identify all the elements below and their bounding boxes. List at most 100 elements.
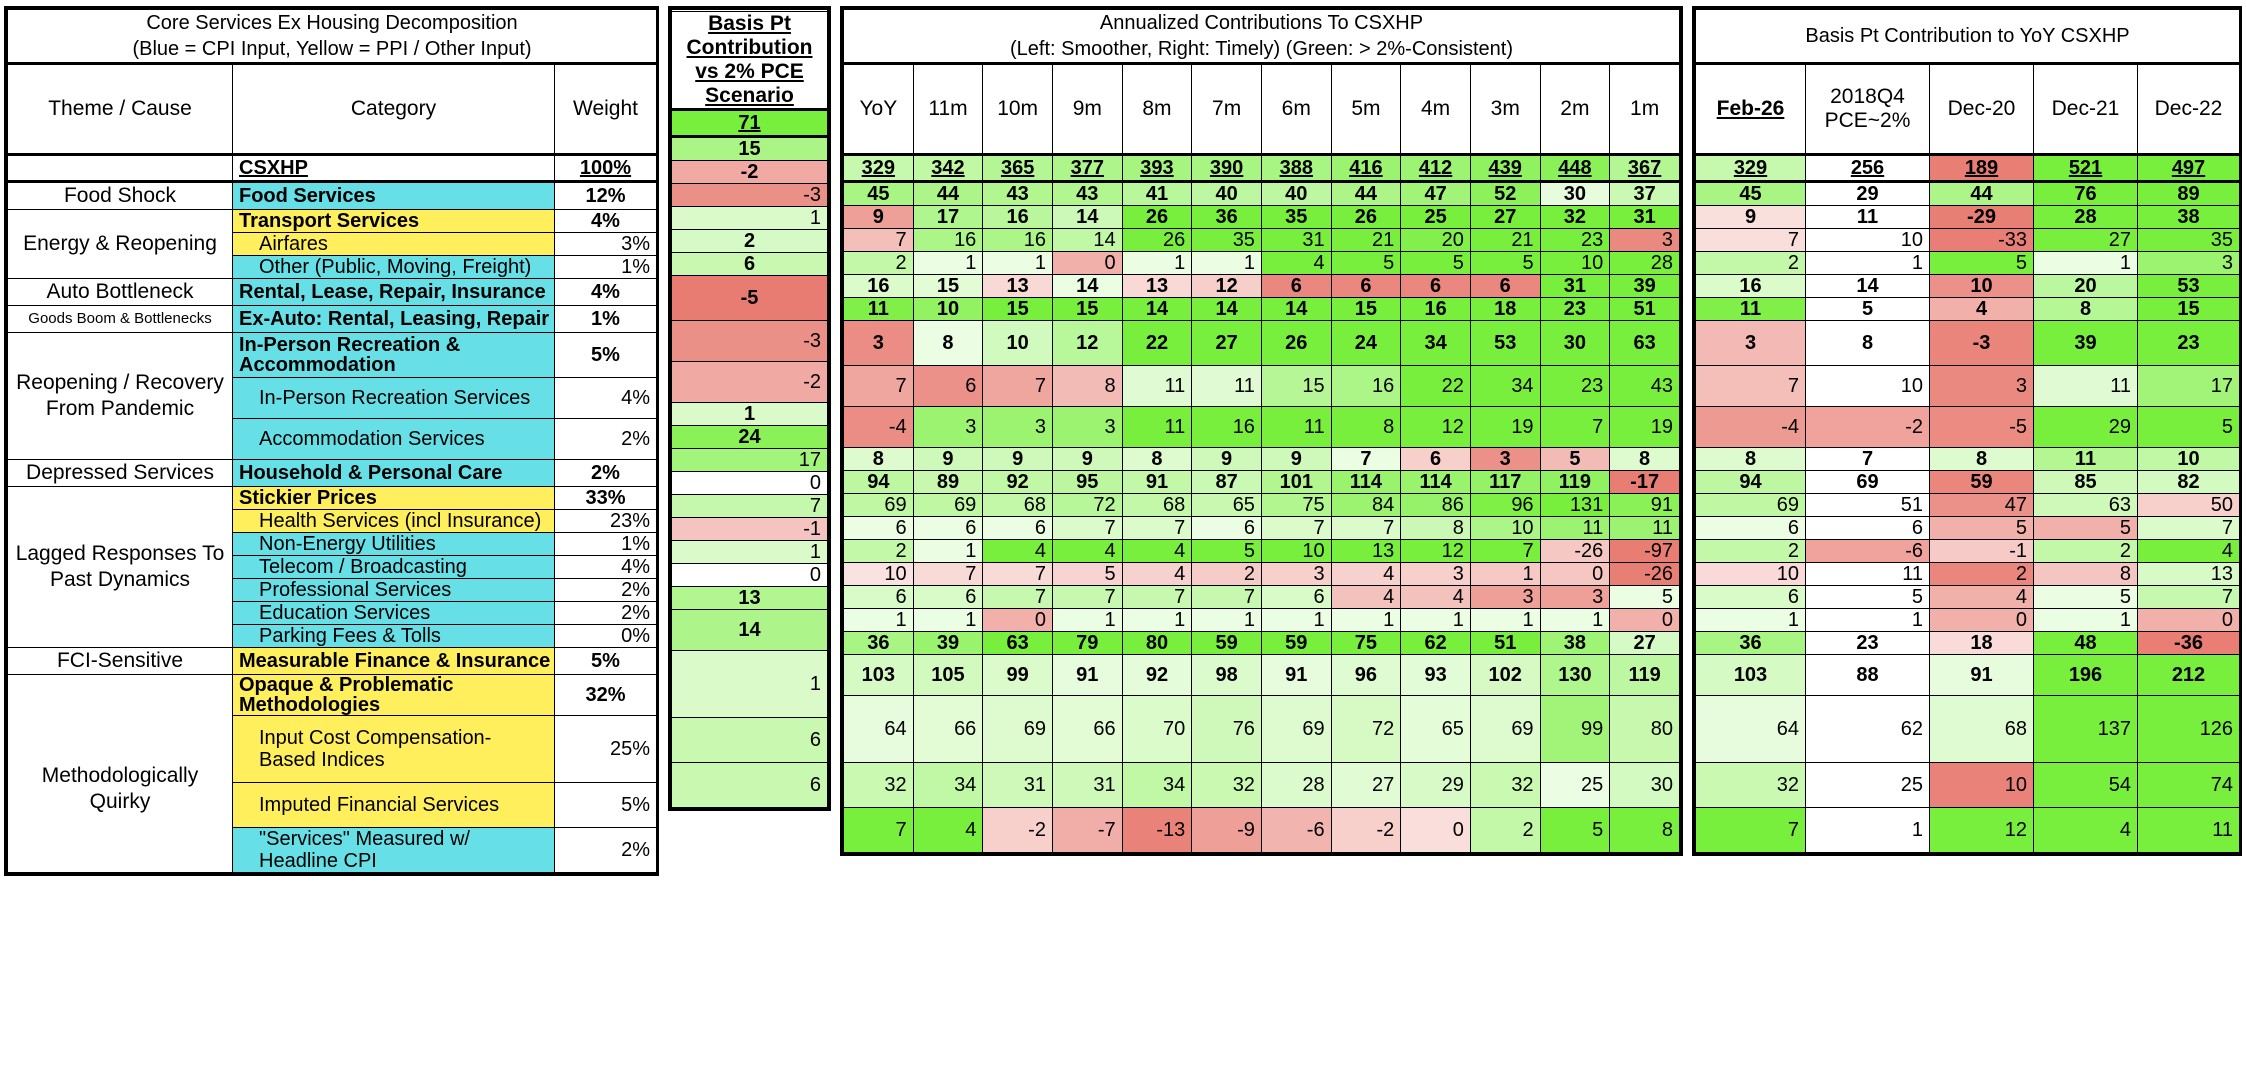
annualized-value-cell: 14 — [1051, 205, 1123, 229]
annualized-value-cell: 69 — [843, 493, 914, 517]
bp-cell: 7 — [671, 494, 828, 518]
annualized-value-cell: 41 — [1121, 181, 1193, 206]
table-row: 329 256 189 521 497 — [1695, 154, 2240, 183]
yoy-contribution-panel: Basis Pt Contribution to YoY CSXHP Feb-2… — [1692, 6, 2242, 856]
annualized-value-cell: 64 — [843, 695, 914, 763]
table-row: 1 — [671, 540, 828, 564]
yoy-value-cell: -1 — [1929, 539, 2034, 563]
weight-column-header: Weight — [554, 63, 657, 156]
annualized-value-cell: 7 — [1330, 516, 1402, 540]
annualized-value-cell: 7 — [1260, 516, 1332, 540]
yoy-value-cell: 0 — [2137, 608, 2240, 632]
annualized-value-cell: 79 — [1051, 631, 1123, 655]
annualized-value-cell: 329 — [843, 154, 914, 183]
annualized-value-cell: 15 — [982, 297, 1053, 321]
annualized-value-cell: 5 — [1539, 447, 1611, 471]
annualized-value-cell: 365 — [982, 154, 1053, 183]
annualized-value-cell: 8 — [1609, 447, 1680, 471]
theme-cell: Energy & Reopening — [7, 209, 233, 279]
weight-cell: 32% — [554, 674, 657, 716]
bp-cell: 71 — [671, 109, 828, 138]
annualized-value-cell: 3 — [843, 320, 914, 366]
yoy-value-cell: 1 — [2033, 251, 2138, 275]
table-row: -5 — [671, 275, 828, 321]
table-row: In-Person Recreation Services 4% — [8, 377, 657, 419]
annualized-value-cell: 51 — [1469, 631, 1541, 655]
annualized-value-cell: 1 — [1260, 608, 1332, 632]
table-row: Goods Boom & Bottlenecks Ex-Auto: Rental,… — [7, 305, 657, 333]
annualized-value-cell: 1 — [1400, 608, 1471, 632]
table-row: Imputed Financial Services 5% — [8, 782, 657, 828]
yoy-value-cell: 1 — [1695, 608, 1806, 632]
annualized-value-cell: 1 — [1121, 608, 1193, 632]
annualized-value-cell: 63 — [1609, 320, 1680, 366]
annualized-value-cell: 367 — [1609, 154, 1680, 183]
weight-cell: 4% — [554, 278, 657, 306]
yoy-value-cell: 5 — [2033, 585, 2138, 609]
category-cell: Non-Energy Utilities — [232, 532, 555, 556]
category-cell: In-Person Recreation & Accommodation — [232, 332, 555, 378]
weight-cell: 33% — [554, 486, 657, 510]
annualized-value-cell: 32 — [843, 762, 914, 808]
table-row: 10 7 7 5 4 2 3 4 3 1 0 -26 — [843, 562, 1680, 586]
yoy-value-cell: 10 — [1805, 228, 1930, 252]
annualized-value-cell: 4 — [1260, 251, 1332, 275]
annualized-value-cell: 416 — [1330, 154, 1402, 183]
bp-cell: 17 — [671, 448, 828, 472]
annualized-value-cell: 6 — [1400, 274, 1471, 298]
table-row: 11 5 4 8 15 — [1695, 297, 2240, 321]
annualized-value-cell: 11 — [1609, 516, 1680, 540]
yoy-value-cell: 10 — [1695, 562, 1806, 586]
annualized-value-cell: 1 — [912, 539, 984, 563]
yoy-value-cell: 4 — [2033, 807, 2138, 853]
annualized-value-cell: 95 — [1051, 470, 1123, 494]
theme-cell: Goods Boom & Bottlenecks — [7, 305, 233, 333]
annualized-value-cell: 38 — [1539, 631, 1611, 655]
annualized-value-cell: 4 — [1051, 539, 1123, 563]
table-row: 1 — [671, 206, 828, 230]
category-cell: Transport Services — [232, 209, 555, 233]
bp-cell: -2 — [671, 160, 828, 184]
yoy-value-cell: 13 — [2137, 562, 2240, 586]
table-row: "Services" Measured w/ Headline CPI 2% — [8, 827, 657, 873]
annualized-value-cell: 5 — [1191, 539, 1262, 563]
annualized-value-cell: 26 — [1121, 205, 1193, 229]
annualized-value-cell: 9 — [1260, 447, 1332, 471]
annualized-value-cell: 69 — [1260, 695, 1332, 763]
annualized-value-cell: 96 — [1330, 654, 1402, 696]
annualized-value-cell: 5 — [1400, 251, 1471, 275]
annualized-value-cell: 47 — [1400, 181, 1471, 206]
annualized-value-cell: 5 — [1469, 251, 1541, 275]
yoy-value-cell: 48 — [2033, 631, 2138, 655]
annualized-value-cell: 30 — [1539, 181, 1611, 206]
yoy-value-cell: -5 — [1929, 406, 2034, 448]
annualized-column-header: 3m — [1469, 63, 1541, 156]
annualized-value-cell: 87 — [1191, 470, 1262, 494]
yoy-value-cell: 6 — [1695, 585, 1806, 609]
annualized-value-cell: 23 — [1539, 297, 1611, 321]
annualized-value-cell: 8 — [843, 447, 914, 471]
annualized-value-cell: 36 — [843, 631, 914, 655]
annualized-value-cell: 7 — [843, 807, 914, 853]
annualized-value-cell: 66 — [1051, 695, 1123, 763]
annualized-value-cell: 40 — [1191, 181, 1262, 206]
annualized-value-cell: 76 — [1191, 695, 1262, 763]
annualized-value-cell: 18 — [1469, 297, 1541, 321]
annualized-value-cell: 1 — [1330, 608, 1402, 632]
annualized-value-cell: 7 — [1121, 516, 1193, 540]
yoy-value-cell: 212 — [2137, 654, 2240, 696]
annualized-value-cell: 8 — [1051, 365, 1123, 407]
annualized-value-cell: 117 — [1469, 470, 1541, 494]
yoy-value-cell: 74 — [2137, 762, 2240, 808]
annualized-value-cell: 27 — [1191, 320, 1262, 366]
annualized-value-cell: 11 — [1121, 406, 1193, 448]
annualized-value-cell: 14 — [1191, 297, 1262, 321]
annualized-value-cell: 68 — [1121, 493, 1193, 517]
yoy-value-cell: 5 — [1929, 516, 2034, 540]
yoy-value-cell: 1 — [1805, 608, 1930, 632]
annualized-value-cell: 14 — [1051, 228, 1123, 252]
table-row: -1 — [671, 517, 828, 541]
